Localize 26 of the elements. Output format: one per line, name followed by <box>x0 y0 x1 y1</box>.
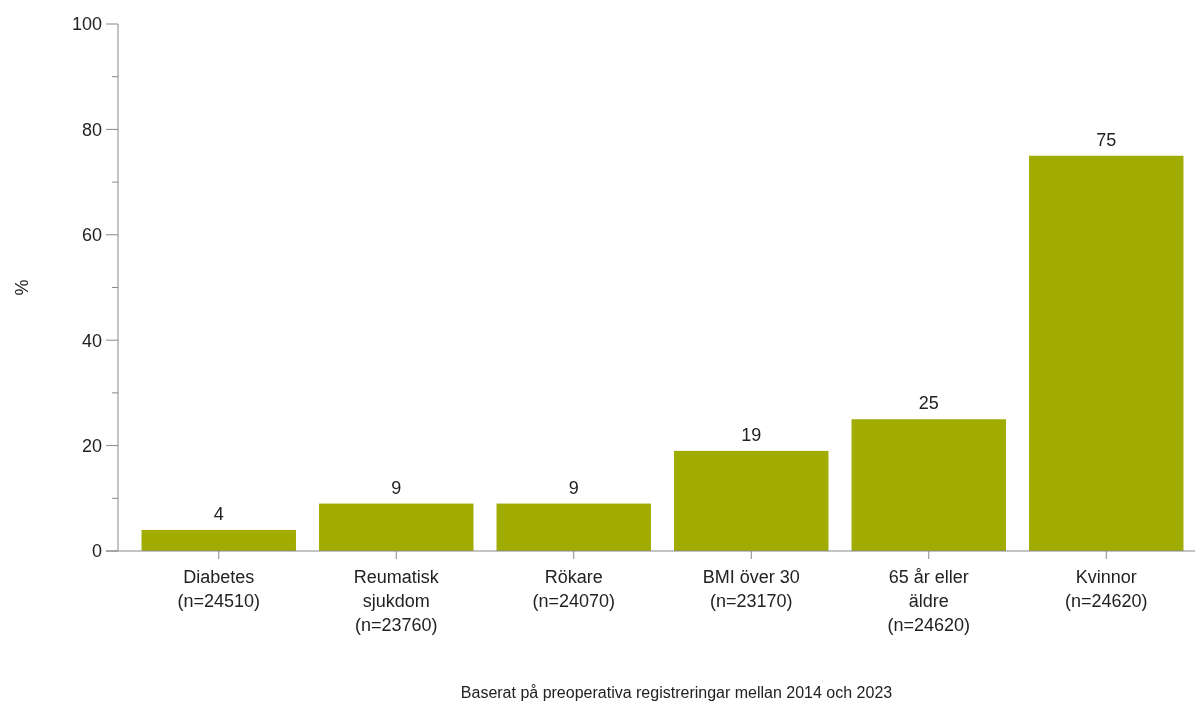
data-label: 75 <box>1096 129 1117 150</box>
data-label: 9 <box>391 477 402 498</box>
y-tick-label: 60 <box>81 225 102 246</box>
bar <box>319 503 474 551</box>
x-tick-label: Reumatisk sjukdom (n=23760) <box>353 567 440 635</box>
x-tick-label: 65 år eller äldre (n=24620) <box>887 567 971 635</box>
y-tick-label: 0 <box>91 541 102 562</box>
data-label: 9 <box>568 477 579 498</box>
bar <box>674 450 829 551</box>
y-tick-label: 80 <box>81 119 102 140</box>
data-label: 25 <box>918 393 939 414</box>
bar <box>851 419 1006 551</box>
x-tick-label: BMI över 30 (n=23170) <box>702 567 800 611</box>
y-axis-title: % <box>12 279 32 296</box>
data-label: 4 <box>213 503 224 524</box>
y-tick-label: 100 <box>71 14 102 35</box>
bar <box>141 529 296 551</box>
x-tick-label: Kvinnor (n=24620) <box>1064 567 1148 611</box>
x-tick-label: Diabetes (n=24510) <box>177 567 261 611</box>
x-tick-label: Rökare (n=24070) <box>532 567 616 611</box>
bar <box>496 503 651 551</box>
data-label: 19 <box>741 424 762 445</box>
bar <box>1029 155 1184 551</box>
y-tick-label: 20 <box>81 435 102 456</box>
x-axis-title: Baserat på preoperativa registreringar mellan 2014 och 2023 <box>460 684 893 701</box>
y-tick-label: 40 <box>81 330 102 351</box>
